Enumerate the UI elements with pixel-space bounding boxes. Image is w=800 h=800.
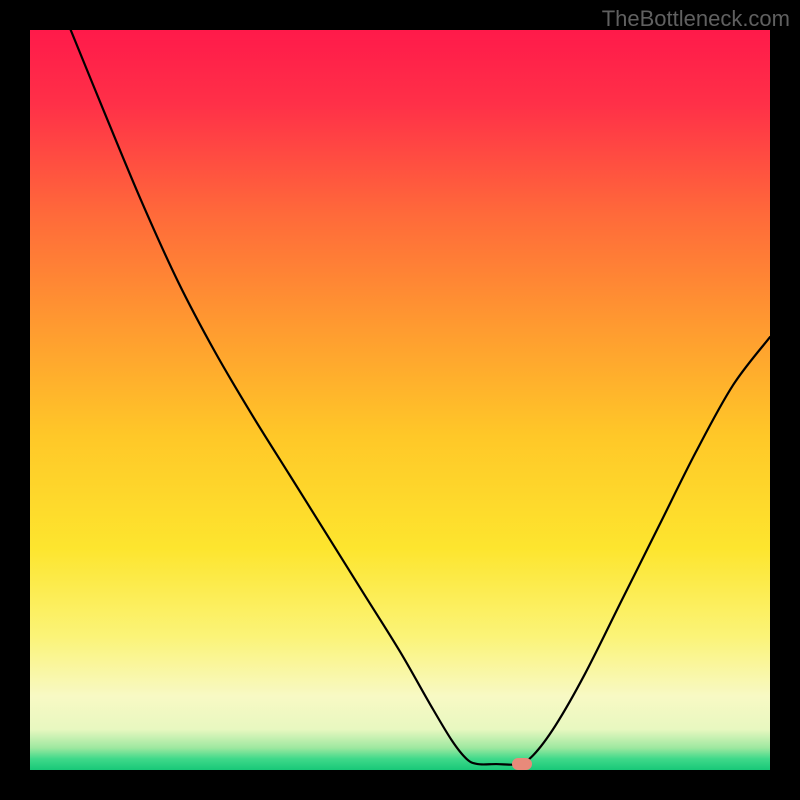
plot-area [30, 30, 770, 770]
chart-container: TheBottleneck.com [0, 0, 800, 800]
bottleneck-curve [30, 30, 770, 770]
watermark-text: TheBottleneck.com [602, 6, 790, 32]
optimal-marker [512, 758, 532, 770]
